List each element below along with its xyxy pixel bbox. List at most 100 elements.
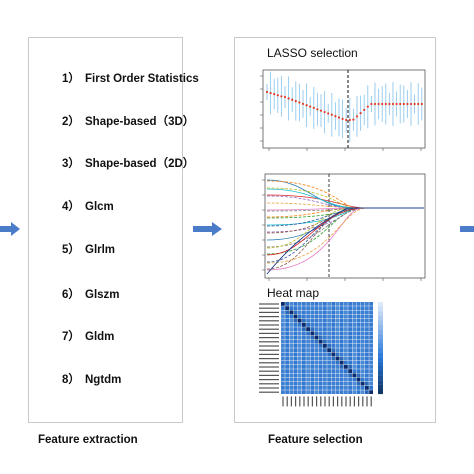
heatmap-cell <box>314 348 319 352</box>
heatmap-cell <box>356 335 361 340</box>
heatmap-cell <box>297 310 302 315</box>
cv-point <box>276 94 279 97</box>
heatmap-cell <box>281 331 285 336</box>
colorbar-segment <box>378 325 383 330</box>
colorbar-segment <box>378 338 383 344</box>
heatmap-cell <box>352 306 357 310</box>
heatmap-cell <box>289 381 294 386</box>
heatmap-cell <box>348 386 352 390</box>
heatmap-cell <box>339 352 344 357</box>
heatmap-cell <box>369 381 373 386</box>
column-label <box>362 396 364 407</box>
heatmap-cell <box>289 365 294 369</box>
colorbar-segment <box>378 302 383 307</box>
heatmap-cell <box>352 381 357 386</box>
cv-point <box>402 102 405 106</box>
heatmap-cell <box>281 344 285 348</box>
heatmap-cell <box>306 327 310 331</box>
heatmap-cell <box>314 386 319 390</box>
heatmap-cell <box>352 344 357 348</box>
heatmap-cell <box>344 331 348 336</box>
coef-path <box>266 207 424 249</box>
heatmap-cell <box>293 318 298 323</box>
heatmap-cell <box>339 335 344 340</box>
heatmap-cell <box>356 390 361 394</box>
heatmap-cell <box>348 369 352 373</box>
cv-point <box>409 102 413 106</box>
heatmap-cell <box>323 373 327 378</box>
heatmap-cell <box>327 339 331 344</box>
heatmap-cell <box>310 356 315 361</box>
heatmap-cell <box>344 323 348 327</box>
heatmap-cell <box>360 306 365 310</box>
cv-point <box>283 95 287 99</box>
heatmap-cell <box>314 335 319 340</box>
heatmap-cell <box>302 327 306 331</box>
colorbar-segment <box>378 361 383 367</box>
heatmap-cell <box>323 331 327 336</box>
heatmap-cell <box>318 373 323 378</box>
heatmap-cell <box>352 310 357 315</box>
heatmap-cell <box>327 310 331 315</box>
heatmap-cell <box>297 348 302 352</box>
heatmap-cell <box>369 377 373 382</box>
cv-point <box>294 100 297 103</box>
heatmap-cell <box>335 352 340 357</box>
heatmap-cell <box>285 352 289 357</box>
heatmap-cell <box>327 390 331 394</box>
heatmap-cell <box>285 339 289 344</box>
heatmap-cell <box>310 369 315 373</box>
heatmap-cell <box>289 302 294 306</box>
heatmap-cell <box>281 356 285 361</box>
cv-point <box>391 102 395 106</box>
heatmap-cell <box>335 369 340 373</box>
heatmap-cell <box>306 314 310 319</box>
heatmap-cell <box>327 348 331 352</box>
heatmap-cell <box>360 356 365 361</box>
colorbar-segment <box>378 371 383 376</box>
feature-item: 3） Shape-based（2D） <box>62 158 195 170</box>
heatmap-cell <box>331 318 336 323</box>
column-label <box>349 396 351 407</box>
heatmap-cell <box>285 381 289 386</box>
colorbar-segment <box>378 366 383 372</box>
heatmap-cell <box>314 314 319 319</box>
heatmap-cell <box>281 369 285 373</box>
heatmap-cell <box>339 377 344 382</box>
heatmap-cell <box>306 360 310 365</box>
cv-point <box>341 117 344 120</box>
heatmap-cell <box>369 344 373 348</box>
heatmap-cell <box>352 335 357 340</box>
column-label <box>303 396 305 407</box>
heatmap-cell <box>369 339 373 344</box>
heatmap-cell <box>314 310 319 315</box>
heatmap-cell <box>314 331 319 336</box>
row-label <box>259 337 279 339</box>
cv-point <box>273 93 276 96</box>
heatmap-cell <box>365 327 369 331</box>
heatmap-cell <box>318 386 323 390</box>
feature-selection-caption: Feature selection <box>268 434 363 446</box>
heatmap-cell <box>360 344 365 348</box>
heatmap-cell <box>365 386 369 390</box>
heatmap-cell <box>281 306 285 310</box>
heatmap-cell <box>318 348 323 352</box>
heatmap-cell <box>306 335 310 340</box>
column-label <box>337 396 339 407</box>
heatmap-cell <box>327 356 331 361</box>
column-label <box>366 396 368 407</box>
heatmap-cell <box>281 314 285 319</box>
heatmap-cell <box>285 302 289 306</box>
heatmap-cell <box>281 323 285 327</box>
heatmap-cell <box>293 381 298 386</box>
heatmap-cell <box>314 323 319 327</box>
heatmap-cell <box>352 390 357 394</box>
heatmap-cell <box>331 390 336 394</box>
heatmap-cell <box>331 360 336 365</box>
heatmap-cell <box>306 331 310 336</box>
heatmap-cell <box>365 323 369 327</box>
heatmap-cell <box>293 373 298 378</box>
heatmap-cell <box>318 310 323 315</box>
heatmap-cell <box>310 377 315 382</box>
heatmap-cell <box>352 373 357 378</box>
